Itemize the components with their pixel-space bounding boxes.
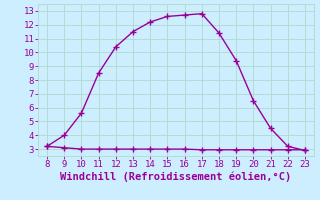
X-axis label: Windchill (Refroidissement éolien,°C): Windchill (Refroidissement éolien,°C): [60, 172, 292, 182]
